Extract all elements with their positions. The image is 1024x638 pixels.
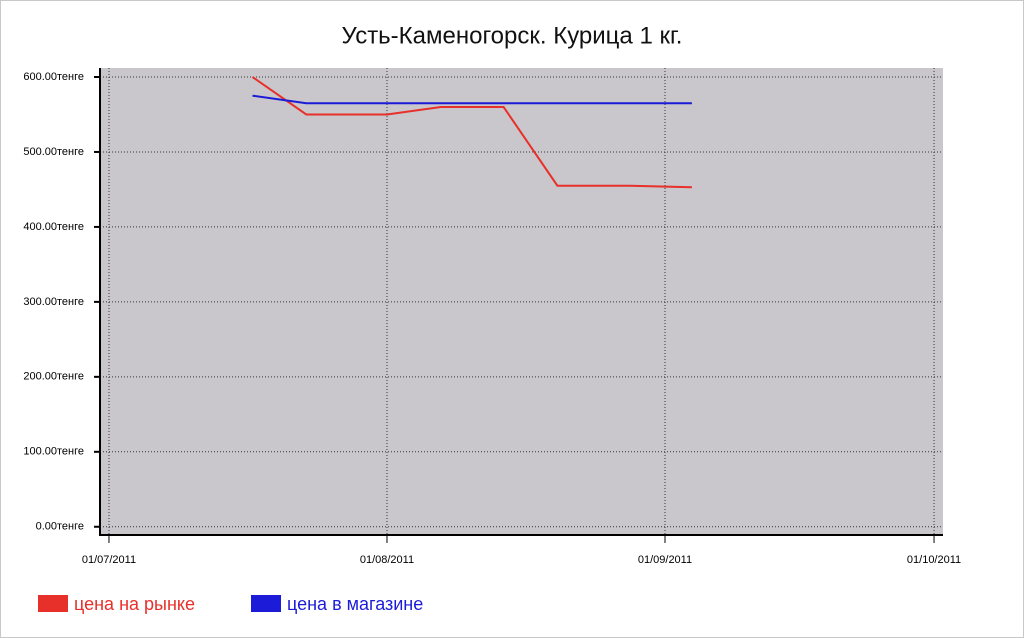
x-tick-label: 01/07/2011	[82, 554, 136, 566]
y-tick-label: 600.00тенге	[23, 71, 84, 83]
x-tick-label: 01/09/2011	[638, 554, 692, 566]
y-tick-label: 0.00тенге	[36, 521, 84, 533]
legend-swatch	[38, 595, 68, 612]
y-tick-label: 200.00тенге	[23, 371, 84, 383]
y-tick-label: 100.00тенге	[23, 446, 84, 458]
legend-label: цена на рынке	[74, 594, 195, 614]
y-tick-label: 500.00тенге	[23, 146, 84, 158]
legend-label: цена в магазине	[287, 594, 423, 614]
series-line	[252, 94, 692, 105]
series-line	[251, 76, 692, 189]
x-tick-label: 01/08/2011	[360, 554, 414, 566]
x-tick-label: 01/10/2011	[907, 554, 961, 566]
legend-swatch	[251, 595, 281, 612]
chart-title: Усть-Каменогорск. Курица 1 кг.	[342, 22, 683, 49]
y-tick-label: 300.00тенге	[23, 296, 84, 308]
y-tick-label: 400.00тенге	[23, 221, 84, 233]
